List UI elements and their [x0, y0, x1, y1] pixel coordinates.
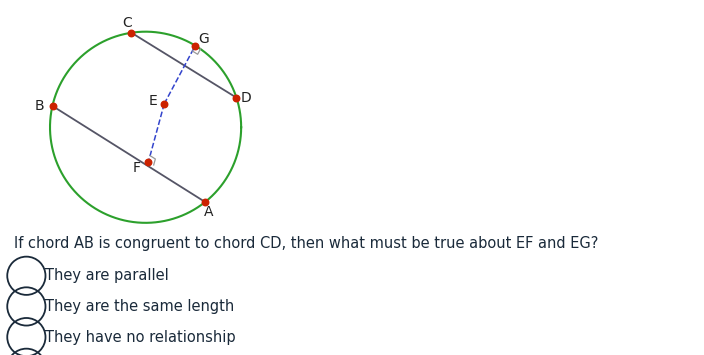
Text: C: C [122, 16, 132, 30]
Text: B: B [34, 99, 44, 113]
Point [47, 103, 58, 109]
Text: G: G [199, 32, 209, 46]
Text: D: D [241, 91, 251, 105]
Point [231, 95, 242, 100]
Point [125, 30, 137, 36]
Point [143, 159, 154, 164]
Text: F: F [133, 162, 141, 175]
Point [189, 43, 201, 48]
Text: They are the same length: They are the same length [45, 299, 234, 314]
Text: They have no relationship: They have no relationship [45, 329, 235, 345]
Point [199, 199, 210, 204]
Point [158, 101, 170, 106]
Text: A: A [204, 205, 213, 219]
Text: They are parallel: They are parallel [45, 268, 168, 283]
Text: If chord AB is congruent to chord CD, then what must be true about EF and EG?: If chord AB is congruent to chord CD, th… [14, 236, 598, 251]
Text: E: E [149, 94, 157, 108]
